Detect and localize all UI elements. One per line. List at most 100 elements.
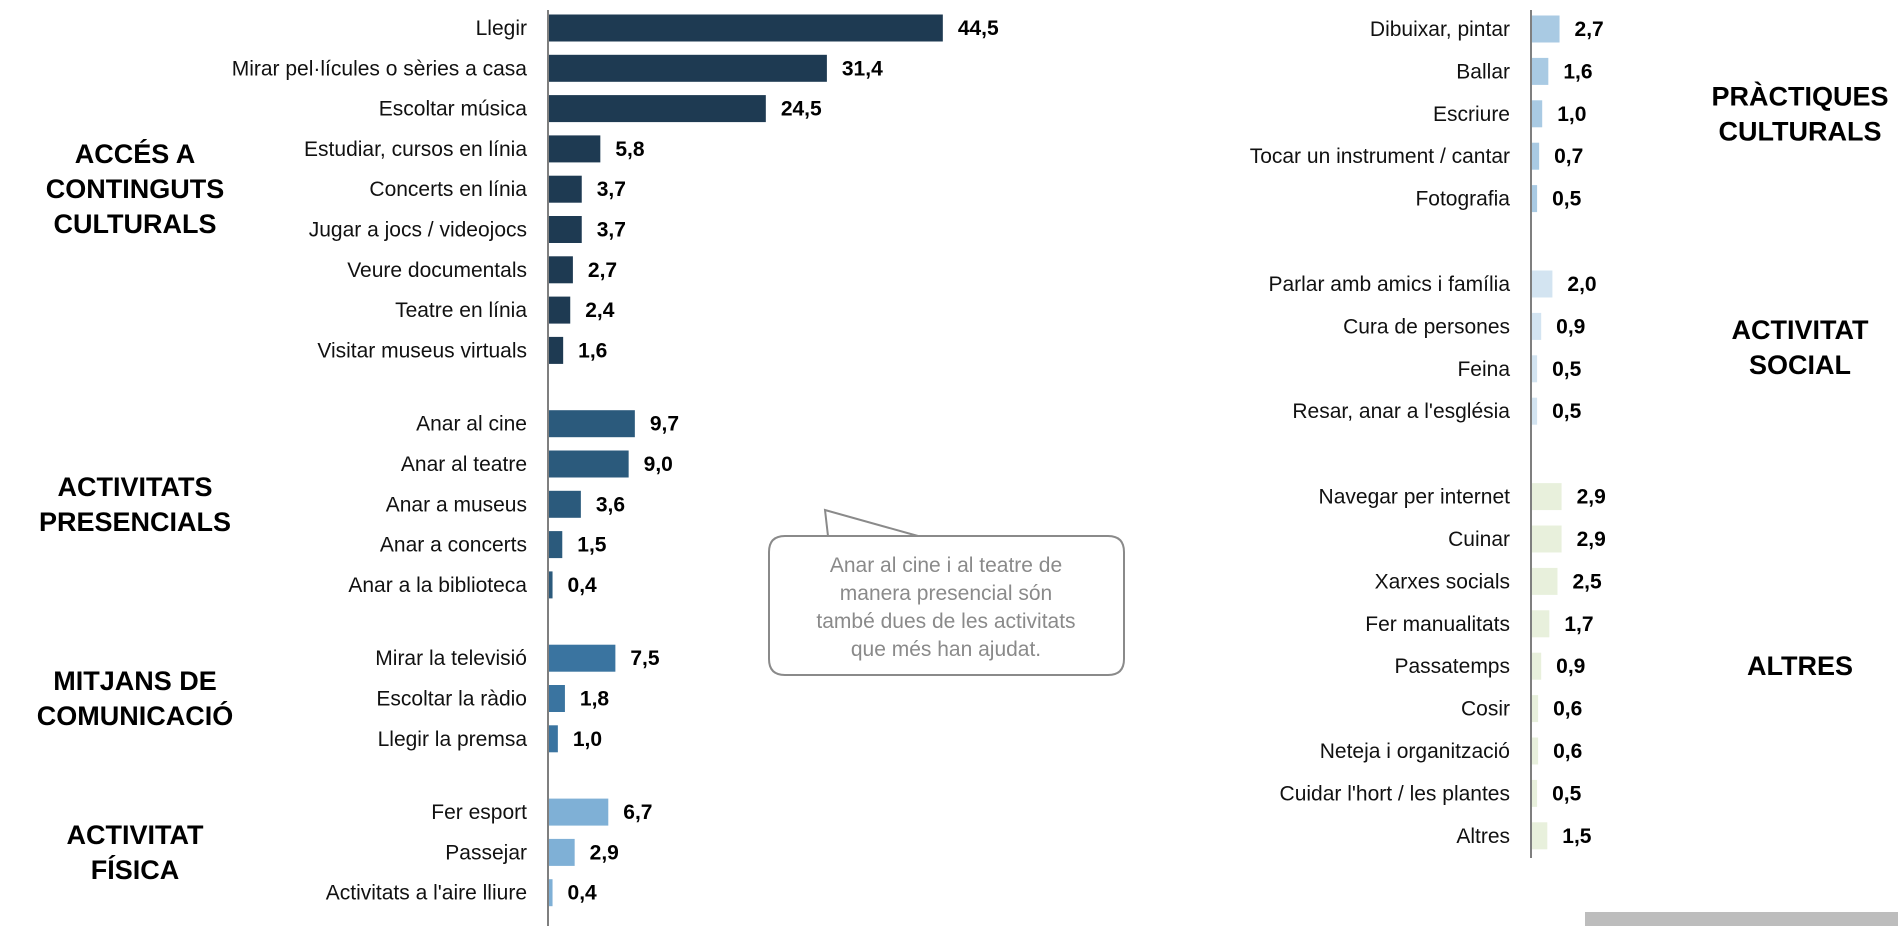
bar [549, 798, 609, 826]
data-label: 9,7 [650, 413, 679, 436]
data-label: 1,6 [1563, 60, 1592, 83]
group-title: CULTURALS [54, 209, 217, 239]
category-label: Navegar per internet [1319, 486, 1511, 509]
data-label: 2,5 [1573, 570, 1603, 593]
bar [549, 54, 827, 82]
bar [549, 95, 766, 123]
bar [1532, 185, 1538, 213]
group-title: CONTINGUTS [46, 174, 225, 204]
category-label: Escoltar música [379, 98, 528, 121]
bar [1532, 779, 1538, 807]
category-label: Neteja i organització [1320, 740, 1510, 763]
data-label: 1,5 [577, 534, 607, 557]
category-label: Passatemps [1394, 655, 1510, 678]
category-label: Anar al cine [416, 413, 527, 436]
data-label: 44,5 [958, 17, 999, 40]
bar [1532, 57, 1549, 85]
bar [549, 450, 629, 478]
category-label: Llegir [476, 17, 527, 40]
data-label: 0,9 [1556, 315, 1585, 338]
category-label: Mirar pel·lícules o sèries a casa [232, 57, 528, 80]
category-label: Anar al teatre [401, 453, 527, 476]
bar [549, 879, 553, 907]
category-label: Xarxes socials [1375, 570, 1510, 593]
category-label: Mirar la televisió [375, 647, 527, 670]
bar [1532, 525, 1562, 553]
bar [549, 175, 582, 203]
bar [549, 14, 943, 42]
category-label: Concerts en línia [369, 178, 527, 201]
bar [549, 725, 558, 753]
category-label: Activitats a l'aire lliure [326, 882, 527, 905]
category-label: Anar a la biblioteca [348, 574, 527, 597]
callout-text-line: també dues de les activitats [816, 610, 1075, 633]
data-label: 3,6 [596, 493, 625, 516]
group-title: ACTIVITATS [58, 472, 213, 502]
bar [549, 216, 582, 243]
category-label: Escoltar la ràdio [376, 688, 527, 711]
data-label: 5,8 [615, 138, 645, 161]
bar [1532, 695, 1539, 723]
bar [1532, 567, 1558, 595]
category-label: Anar a museus [386, 493, 527, 516]
bar [549, 838, 575, 866]
data-label: 2,0 [1567, 273, 1596, 296]
data-label: 2,9 [1577, 528, 1606, 551]
group-title: ALTRES [1747, 651, 1853, 681]
bar [549, 490, 581, 518]
data-label: 1,8 [580, 688, 610, 711]
category-label: Veure documentals [347, 259, 527, 282]
group-title: CULTURALS [1719, 116, 1882, 146]
bar [549, 296, 571, 324]
group-title: ACTIVITAT [67, 820, 204, 850]
category-label: Tocar un instrument / cantar [1250, 145, 1510, 168]
bar [1532, 737, 1539, 765]
data-label: 0,5 [1552, 400, 1582, 423]
bar [549, 685, 565, 712]
bar [1532, 822, 1548, 850]
data-label: 24,5 [781, 98, 822, 121]
data-label: 0,5 [1552, 188, 1582, 211]
data-label: 6,7 [623, 801, 652, 824]
group-title: PRÀCTIQUES [1711, 80, 1888, 111]
category-label: Cura de persones [1343, 315, 1510, 338]
data-label: 2,4 [585, 299, 615, 322]
bar [549, 571, 553, 599]
callout-text-line: Anar al cine i al teatre de [830, 554, 1062, 577]
category-label: Anar a concerts [380, 534, 527, 557]
category-label: Passejar [445, 841, 527, 864]
category-label: Visitar museus virtuals [317, 339, 527, 362]
data-label: 0,4 [568, 574, 598, 597]
bar [549, 531, 563, 559]
data-label: 3,7 [597, 219, 626, 242]
group-title: ACCÉS A [75, 138, 196, 169]
category-label: Dibuixar, pintar [1370, 18, 1510, 41]
group-title: ACTIVITAT [1732, 315, 1869, 345]
category-label: Cuinar [1448, 528, 1510, 551]
category-label: Fer manualitats [1365, 613, 1510, 636]
bar [1532, 355, 1538, 383]
category-label: Altres [1456, 825, 1510, 848]
bar [1532, 483, 1562, 511]
category-label: Escriure [1433, 103, 1510, 126]
data-label: 1,6 [578, 339, 607, 362]
data-label: 0,9 [1556, 655, 1585, 678]
category-label: Llegir la premsa [378, 728, 528, 751]
bar [549, 256, 573, 284]
bar [549, 644, 616, 672]
bar [1532, 610, 1550, 638]
callout-outline [768, 508, 1125, 676]
bar [549, 410, 635, 438]
group-title: PRESENCIALS [39, 507, 231, 537]
footer-scrollbar [1585, 912, 1898, 926]
callout-text-line: que més han ajudat. [851, 638, 1041, 661]
category-label: Jugar a jocs / videojocs [309, 219, 527, 242]
category-label: Ballar [1456, 60, 1510, 83]
bar [1532, 270, 1553, 298]
category-label: Parlar amb amics i família [1268, 273, 1510, 296]
group-title: FÍSICA [91, 854, 180, 885]
data-label: 0,6 [1553, 698, 1582, 721]
data-label: 2,7 [588, 259, 617, 282]
data-label: 7,5 [630, 647, 660, 670]
